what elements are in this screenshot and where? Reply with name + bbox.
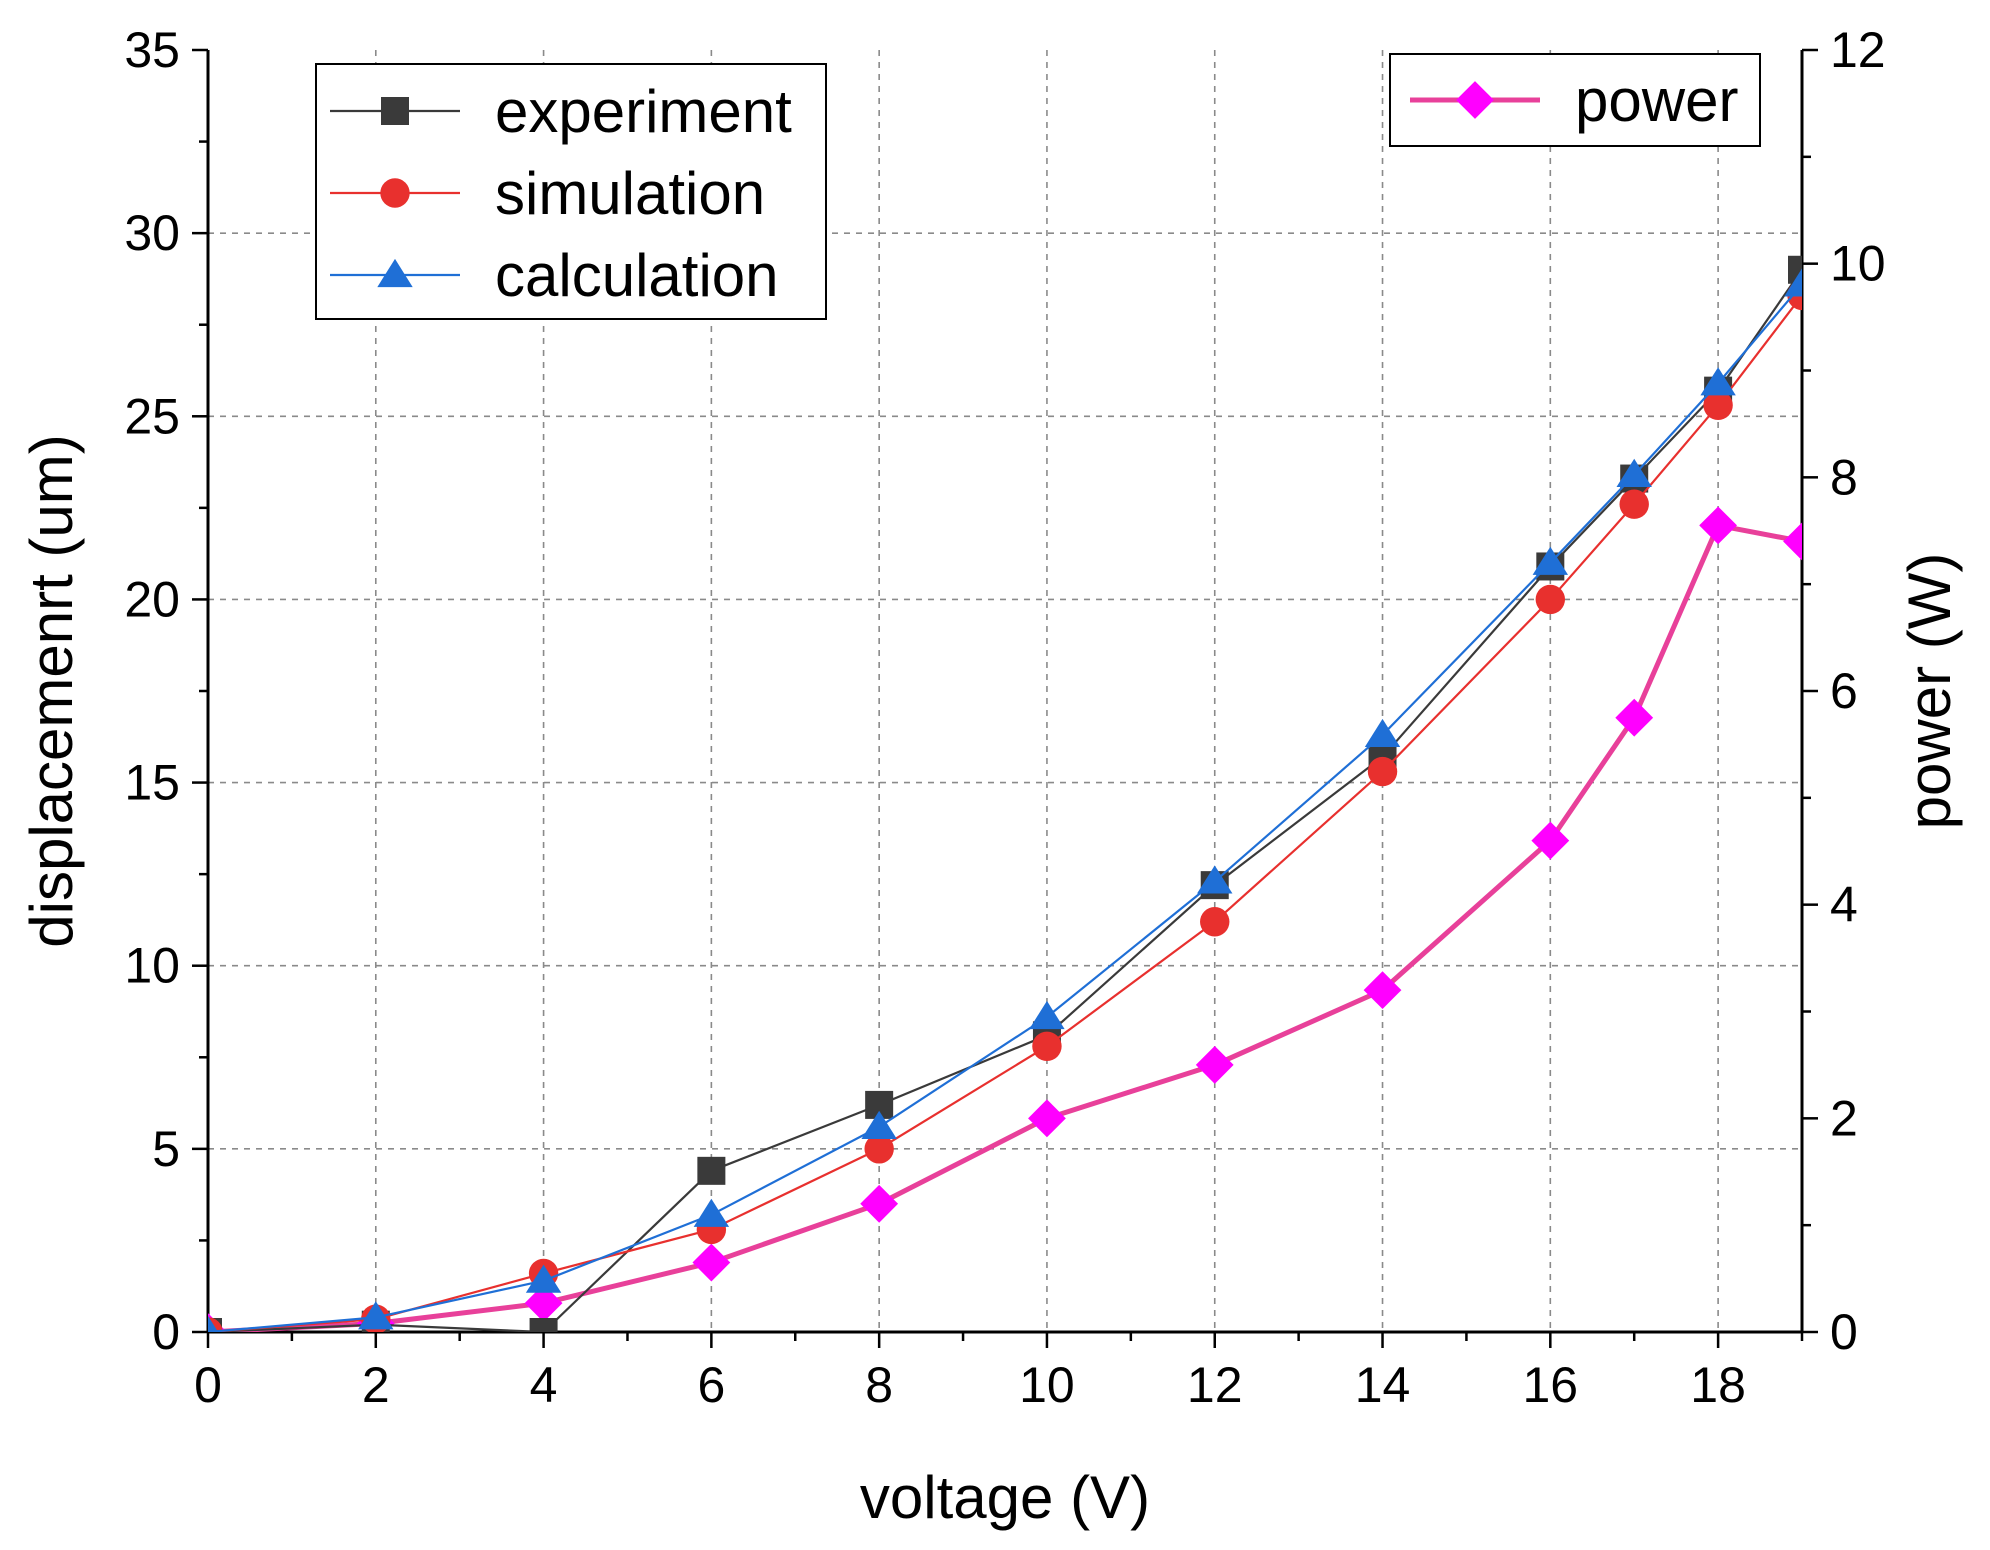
x-tick-label: 8 [865,1357,893,1413]
data-point-power [1028,1099,1066,1138]
data-point-power [1531,821,1570,860]
data-point-experiment [529,1318,558,1332]
series-line-experiment [208,269,1802,1332]
data-point-experiment [697,1156,726,1185]
x-tick-label: 14 [1355,1357,1411,1413]
data-point-calculation [1197,865,1233,894]
data-point-power [1783,522,1802,561]
data-point-power [1195,1046,1234,1084]
data-point-simulation [1703,390,1733,420]
data-point-power [860,1184,899,1223]
data-point-calculation [693,1198,730,1227]
y-tick-label: 15 [124,755,180,811]
x-tick-label: 2 [362,1357,390,1413]
x-tick-label: 6 [697,1357,725,1413]
y-tick-label: 5 [152,1121,180,1177]
x-tick-label: 16 [1523,1357,1579,1413]
y-tick-label: 20 [124,571,180,627]
series-calculation [208,268,1802,1332]
legend-left: experiment simulation calculation [315,63,827,320]
legend-label-experiment: experiment [495,78,792,145]
legend-right: power [1389,53,1761,147]
data-point-calculation [358,1301,394,1330]
data-point-calculation [208,1315,219,1332]
x-tick-label: 18 [1690,1357,1746,1413]
legend-marker-experiment [381,97,409,125]
y2-tick-label: 0 [1830,1304,1858,1360]
data-point-simulation [1032,1031,1062,1061]
data-point-calculation [1700,367,1736,396]
data-point-calculation [1029,1000,1065,1030]
series-power [208,506,1802,1332]
data-point-calculation [861,1110,897,1139]
data-point-calculation [1784,268,1802,297]
data-point-simulation [1200,907,1230,937]
y-tick-label: 10 [124,938,180,994]
data-point-calculation [1532,546,1569,575]
y-tick-label: 30 [124,205,180,261]
legend-label-calculation: calculation [495,242,779,309]
series-line-calculation [208,283,1802,1332]
data-point-power [1615,698,1654,737]
legend-marker-simulation [380,178,410,208]
tick-labels: 0 2 4 6 8 10 12 14 16 18 0 5 10 15 20 25 30 35 0 2 4 6 8 10 12 [124,22,1885,1413]
data-point-power [692,1243,731,1282]
x-tick-label: 12 [1187,1357,1243,1413]
legend-marker-power [1456,81,1494,119]
series-experiment [208,255,1802,1332]
x-tick-label: 10 [1019,1357,1075,1413]
data-point-calculation [1364,718,1401,748]
y-tick-label: 25 [124,388,180,444]
y2-tick-label: 8 [1830,449,1858,505]
legend-marker-calculation [377,258,413,288]
data-point-simulation [1535,584,1566,615]
y-axis-title: displacemenrt (um) [18,434,85,948]
y2-tick-label: 10 [1830,236,1886,292]
legend-label-simulation: simulation [495,160,765,227]
legend-label-power: power [1575,67,1738,134]
data-point-simulation [864,1134,894,1164]
y2-axis-title: power (W) [1896,553,1963,830]
x-tick-label: 4 [530,1357,558,1413]
series-simulation [208,280,1802,1332]
data-point-simulation [1619,489,1649,519]
series-layer [208,255,1802,1332]
series-line-simulation [208,294,1802,1332]
data-point-simulation [1367,756,1398,787]
y-tick-label: 0 [152,1304,180,1360]
data-point-power [524,1284,563,1323]
y2-tick-label: 2 [1830,1090,1858,1146]
y2-tick-label: 6 [1830,663,1858,719]
data-point-calculation [525,1264,562,1293]
data-point-power [1699,506,1738,545]
series-line-power [208,522,1802,1332]
grid-lines [208,50,1802,1332]
data-point-calculation [1616,458,1652,487]
x-tick-label: 0 [194,1357,222,1413]
y-tick-label: 35 [124,22,180,78]
data-point-power [1363,971,1402,1010]
y2-tick-label: 12 [1830,22,1886,78]
y2-tick-label: 4 [1830,877,1858,933]
x-axis-title: voltage (V) [860,1464,1150,1531]
